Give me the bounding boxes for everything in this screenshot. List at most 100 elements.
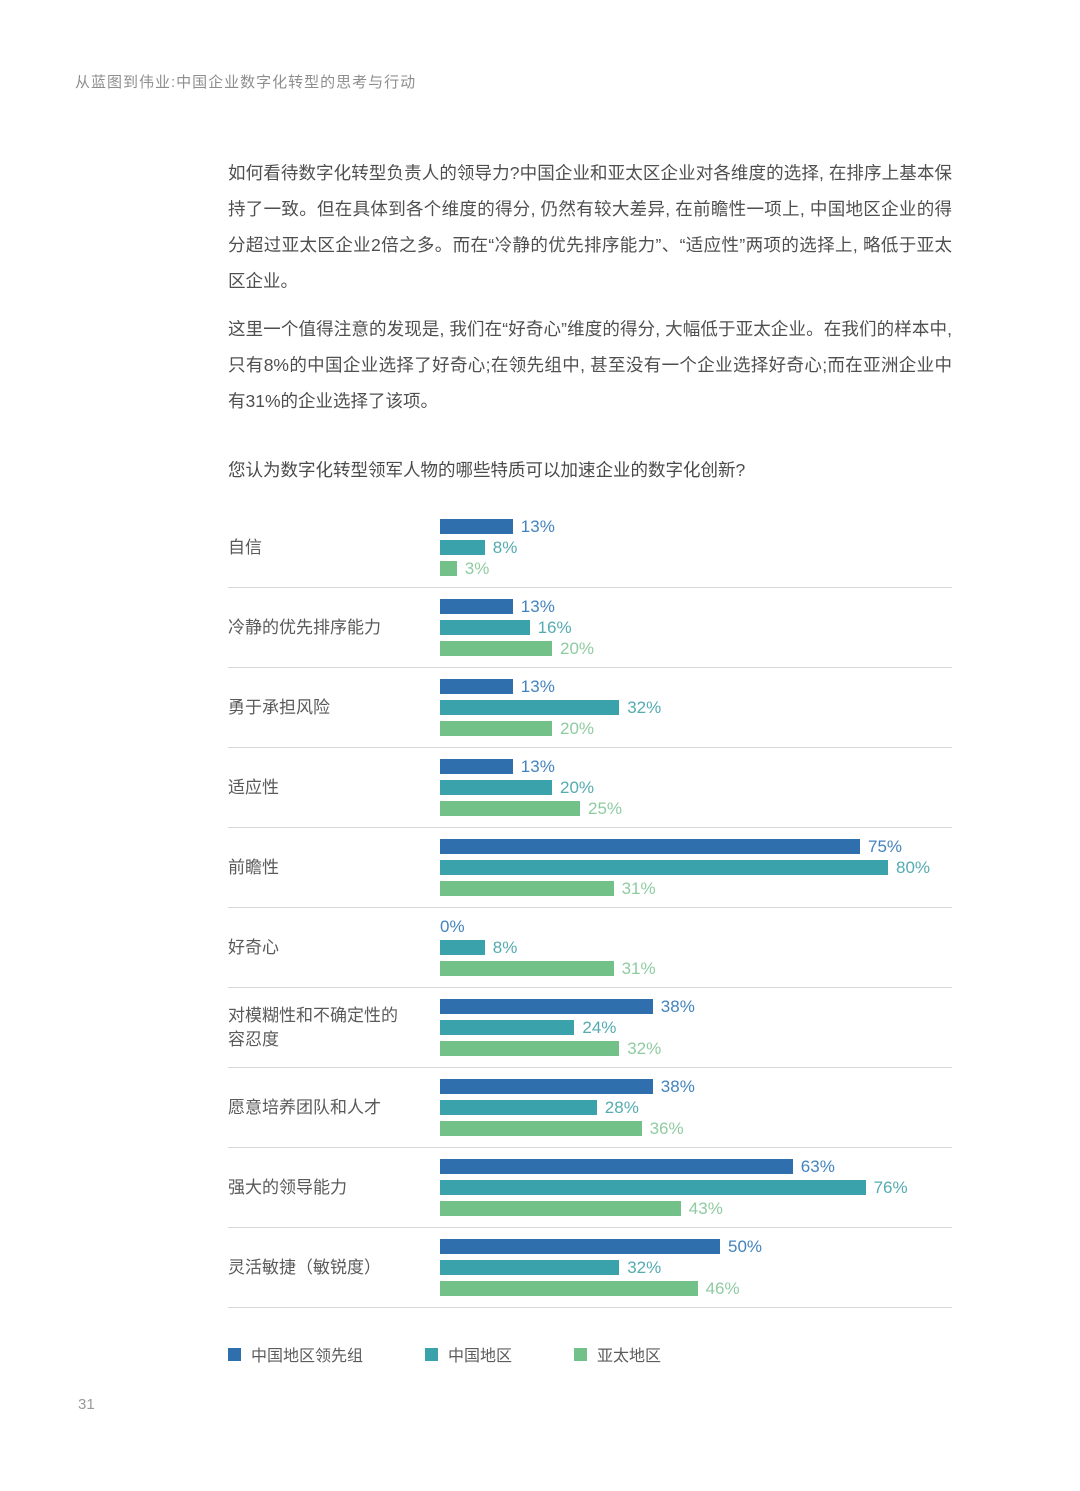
bar-value-label: 13% (520, 677, 555, 696)
category-label: 冷静的优先排序能力 (228, 617, 381, 637)
bar-china-leaders (440, 1079, 653, 1094)
legend-swatch-apac (574, 1347, 588, 1361)
chart-row: 冷静的优先排序能力 13% 16% 20% (228, 588, 952, 668)
bar-value-label: 20% (560, 719, 595, 738)
bar-value-label: 31% (621, 879, 656, 898)
paragraph-curiosity-finding: 这里一个值得注意的发现是, 我们在“好奇心”维度的得分, 大幅低于亚太企业。在我… (228, 319, 952, 411)
bar-apac (440, 1041, 620, 1056)
bar-apac (440, 641, 552, 656)
chart-row: 对模糊性和不确定性的容忍度 38% 24% 32% (228, 988, 952, 1068)
bar-row: 16% (440, 619, 952, 636)
bar-row: 13% (440, 757, 952, 776)
category-label: 灵活敏捷（敏锐度） (228, 1257, 381, 1277)
category-label: 自信 (228, 537, 262, 557)
bar-apac (440, 1121, 642, 1136)
bar-row: 13% (440, 677, 952, 696)
bar-value-label: 28% (604, 1098, 639, 1117)
bar-value-label: 24% (582, 1018, 617, 1037)
bar-row: 0% (440, 917, 952, 936)
legend-label: 亚太地区 (597, 1348, 662, 1365)
bar-value-label: 13% (520, 597, 555, 616)
bar-row: 32% (440, 1258, 952, 1277)
bar-value-label: 80% (896, 858, 931, 877)
legend-swatch-china-leaders (228, 1347, 241, 1361)
bar-row: 8% (440, 538, 952, 557)
running-header: 从蓝图到伟业:中国企业数字化转型的思考与行动 (75, 74, 417, 91)
bar-china (440, 780, 552, 795)
bar-row: 46% (440, 1279, 952, 1298)
chart-row: 愿意培养团队和人才 38% 28% 36% (228, 1068, 952, 1148)
bar-value-label: 50% (728, 1237, 763, 1256)
bar-group: 75% 80% 31% (440, 838, 952, 898)
legend-item-china: 中国地区 (425, 1342, 512, 1366)
bar-value-label: 31% (621, 959, 656, 978)
category-label: 强大的领导能力 (228, 1177, 347, 1197)
bar-row: 32% (440, 699, 952, 716)
bar-china (440, 1020, 575, 1035)
bar-china-leaders (440, 759, 513, 774)
bar-apac (440, 881, 614, 896)
bar-value-label: 13% (520, 757, 555, 776)
bar-row: 28% (440, 1098, 952, 1117)
bar-row: 20% (440, 779, 952, 796)
bar-value-label: 36% (649, 1119, 684, 1138)
bar-group: 13% 16% 20% (440, 597, 952, 658)
bar-group: 0% 8% 31% (440, 917, 952, 978)
category-label: 适应性 (228, 777, 279, 797)
bar-row: 31% (440, 879, 952, 898)
bar-group: 38% 24% 32% (440, 998, 952, 1057)
bar-group: 13% 20% 25% (440, 757, 952, 818)
bar-row: 38% (440, 1077, 952, 1096)
bar-row: 75% (440, 838, 952, 855)
bar-group: 13% 8% 3% (440, 518, 952, 578)
page-number: 31 (78, 1396, 95, 1413)
bar-value-label: 32% (627, 1258, 662, 1277)
bar-china-leaders (440, 999, 653, 1014)
bar-china (440, 700, 620, 715)
bar-value-label: 38% (660, 1077, 695, 1096)
bar-china-leaders (440, 519, 513, 534)
bar-china-leaders (440, 599, 513, 614)
bar-value-label: 46% (705, 1279, 740, 1298)
legend-label: 中国地区领先组 (251, 1348, 364, 1365)
bar-row: 32% (440, 1040, 952, 1057)
bar-group: 50% 32% 46% (440, 1237, 952, 1298)
bar-value-label: 20% (560, 639, 595, 658)
bar-row: 25% (440, 799, 952, 818)
bar-china (440, 1180, 866, 1195)
bar-value-label: 76% (873, 1178, 908, 1197)
bar-value-label: 8% (492, 538, 518, 557)
bar-value-label: 63% (800, 1157, 835, 1176)
bar-row: 3% (440, 559, 952, 578)
bar-china (440, 860, 888, 875)
bar-china (440, 1100, 597, 1115)
bar-china (440, 620, 530, 635)
content-column: 如何看待数字化转型负责人的领导力?中国企业和亚太区企业对各维度的选择, 在排序上… (228, 155, 952, 1366)
bar-group: 63% 76% 43% (440, 1157, 952, 1218)
bar-value-label: 43% (688, 1199, 723, 1218)
bar-row: 76% (440, 1178, 952, 1197)
bar-china (440, 1260, 620, 1275)
category-label: 好奇心 (228, 937, 279, 957)
bar-value-label: 25% (588, 799, 623, 818)
legend-label: 中国地区 (448, 1348, 513, 1365)
bar-value-label: 0% (440, 917, 465, 936)
bar-row: 38% (440, 998, 952, 1015)
chart-row: 强大的领导能力 63% 76% 43% (228, 1148, 952, 1228)
bar-row: 24% (440, 1018, 952, 1037)
bar-row: 13% (440, 597, 952, 616)
bar-value-label: 3% (464, 559, 490, 578)
bar-china-leaders (440, 839, 860, 854)
chart-row: 适应性 13% 20% 25% (228, 748, 952, 828)
chart-legend: 中国地区领先组 中国地区 亚太地区 (228, 1342, 952, 1366)
bar-china-leaders (440, 1239, 720, 1254)
bar-row: 43% (440, 1199, 952, 1218)
bar-row: 80% (440, 858, 952, 877)
chart-row: 勇于承担风险 13% 32% 20% (228, 668, 952, 748)
bar-china-leaders (440, 1159, 793, 1174)
bar-apac (440, 961, 614, 976)
bar-apac (440, 801, 580, 816)
bar-value-label: 8% (492, 938, 518, 957)
category-label: 前瞻性 (228, 857, 279, 877)
